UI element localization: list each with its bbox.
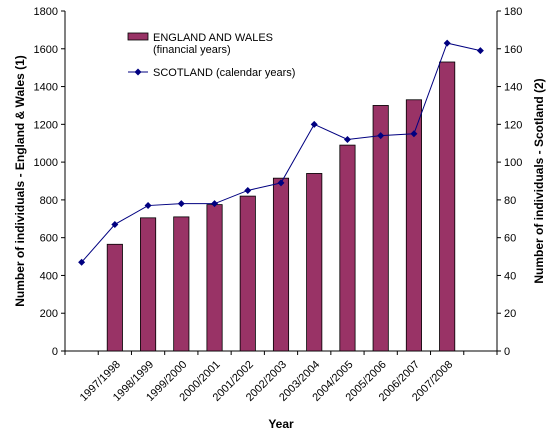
marker [78,258,86,266]
y-tick-label: 200 [40,308,58,320]
y-tick-label: 1600 [34,44,58,56]
y2-axis-label: Number of individuals - Scotland (2) [532,78,546,283]
y2-tick-label: 40 [504,270,516,282]
y2-tick-label: 0 [504,346,510,358]
x-axis-label: Year [268,417,294,431]
y-axis-label: Number of individuals - England & Wales … [13,55,27,307]
legend-marker [134,68,142,76]
legend-label: ENGLAND AND WALES (financial years) [153,32,273,56]
marker [277,179,285,187]
y2-tick-label: 180 [504,6,522,18]
legend-swatch [127,32,149,41]
bar [306,173,323,352]
marker [343,135,351,143]
marker [410,130,418,138]
y2-tick-label: 60 [504,233,516,245]
marker [244,186,252,194]
y2-tick-label: 160 [504,44,522,56]
y2-tick-label: 100 [504,157,522,169]
marker [377,132,385,140]
marker [211,200,219,208]
marker [144,202,152,210]
y-tick-label: 1200 [34,119,58,131]
bar [339,144,356,352]
bar [140,217,157,352]
bar [106,243,123,352]
bar [206,204,223,352]
bar [372,105,389,352]
y-tick-label: 1400 [34,82,58,94]
y2-tick-label: 20 [504,308,516,320]
y2-tick-label: 120 [504,119,522,131]
y-tick-label: 1800 [34,6,58,18]
bar [173,216,190,352]
bar [239,195,256,352]
y-tick-label: 0 [52,346,58,358]
marker [177,200,185,208]
bar [272,177,290,352]
legend-label: SCOTLAND (calendar years) [153,67,295,79]
y-tick-label: 600 [40,233,58,245]
bar [439,61,456,352]
y2-tick-label: 140 [504,82,522,94]
marker [443,39,451,47]
bar [405,99,422,352]
y-tick-label: 800 [40,195,58,207]
y-tick-label: 400 [40,270,58,282]
marker [476,47,484,55]
marker [310,120,318,128]
y-tick-label: 1000 [34,157,58,169]
marker [111,220,119,228]
y2-tick-label: 80 [504,195,516,207]
